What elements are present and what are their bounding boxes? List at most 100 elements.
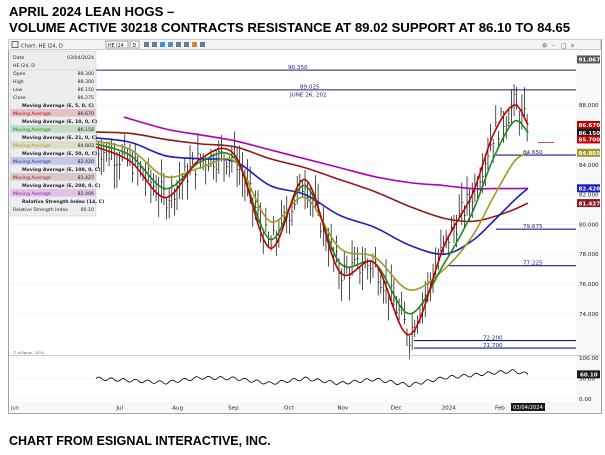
esignal-watermark: © eSignal, 2024 (13, 350, 45, 355)
chart-credit: CHART FROM ESIGNAL INTERACTIVE, INC. (9, 434, 271, 448)
time-tick-label: Jul (115, 406, 123, 412)
level-label: 90.350 (288, 65, 308, 71)
toolbar-tool-icon-6[interactable] (184, 42, 189, 47)
price-badge (577, 148, 600, 157)
moving-average-ma50-line (95, 137, 529, 255)
price-badge-label: 84.803 (579, 151, 601, 157)
time-tick-label: Nov (337, 406, 349, 412)
price-badge-label: 82.420 (579, 186, 601, 192)
price-tick-label: 82.000 (579, 193, 599, 199)
headline-line-1: APRIL 2024 LEAN HOGS – (9, 4, 175, 19)
moving-average-ma200-line (123, 116, 529, 190)
data-window-label: Moving Average (13, 175, 51, 181)
time-tick-label: Dec (391, 406, 402, 412)
minimize-icon[interactable]: – (552, 43, 555, 50)
toolbar-tool-icon-4[interactable] (168, 42, 173, 47)
data-window-value: 81.427 (78, 175, 94, 181)
toolbar-tool-icon-8[interactable] (200, 42, 205, 47)
interval-input[interactable] (129, 40, 140, 49)
interval-input-text: D (133, 43, 137, 49)
time-axis (9, 402, 576, 412)
level-label: 84.650 (523, 150, 543, 156)
current-date-label: 03/04/2024 (513, 405, 544, 411)
price-badge (577, 135, 600, 144)
symbol-input[interactable] (105, 40, 129, 49)
moving-average-ma10-line (95, 119, 529, 315)
time-tick-label: 2024 (442, 406, 457, 412)
data-window-panel: Date 03/04/2024 HE I24, D Open 88.300 High 88.… (9, 50, 104, 217)
data-window-label: Moving Average (E, 21, 0, C) (22, 135, 97, 141)
rsi-badge-label: 60.10 (580, 373, 598, 379)
chart-title-label: Chart: HE I24, D (21, 44, 63, 50)
price-badge (577, 120, 600, 129)
toolbar-tool-icon-7[interactable] (192, 42, 197, 47)
level-label: 72.200 (483, 335, 503, 341)
moving-average-lines (95, 104, 529, 336)
moving-average-ma21-line (95, 140, 529, 291)
data-window-row-highlight (10, 189, 96, 197)
time-tick-label: Sep (228, 406, 239, 412)
price-tick-label: 78.000 (579, 252, 599, 258)
data-window-value: 03/04/2024 (67, 55, 94, 61)
data-window-label: Low (13, 87, 22, 93)
data-window-label: Moving Average (13, 159, 51, 165)
data-window-label: Open (13, 71, 26, 77)
price-badge (577, 184, 600, 193)
toolbar-tool-icon-1[interactable] (144, 42, 149, 47)
price-tick-label: 84.000 (579, 163, 599, 169)
time-axis-ticks: Jul Aug Sep Oct Nov Dec 2024 Feb 03/04/2024 (115, 403, 545, 412)
toolbar-tool-icon-2[interactable] (152, 42, 157, 47)
data-window-label: Moving Average (E, 5, 0, C) (22, 103, 94, 109)
rsi-badge (577, 370, 600, 379)
level-label: 77.225 (523, 260, 543, 266)
data-window-value: 88.300 (78, 79, 94, 85)
price-badge (577, 199, 600, 208)
data-window-value: 86.275 (78, 95, 94, 101)
toolbar-tool-icon-3[interactable] (160, 42, 165, 47)
chart-toolbar (8, 39, 601, 50)
data-window-label: Moving Average (E, 100, 0, C) (22, 167, 100, 173)
maximize-icon[interactable]: □ (561, 43, 567, 50)
level-sublabel: JUNE 26, 202 (289, 92, 327, 98)
rsi-tick-label: 50.00 (579, 377, 595, 383)
data-window-label: Date (13, 55, 24, 61)
data-window-value: 86.150 (78, 87, 94, 93)
rsi-tick-label: 0.00 (579, 397, 592, 403)
price-badge-label: 91.067 (579, 58, 601, 64)
data-window-row-highlight (10, 157, 96, 165)
price-axis (576, 50, 600, 412)
toolbar-tool-icon-5[interactable] (176, 42, 181, 47)
data-window-label: Moving Average (13, 111, 51, 117)
price-tick-label: 76.000 (579, 282, 599, 288)
rsi-line (95, 369, 529, 388)
price-badge-label: 86.150 (579, 131, 601, 137)
data-window-label: Relative Strength Index (14, C) (22, 199, 104, 205)
price-badge-label: 86.670 (579, 123, 601, 129)
data-window-value: 86.670 (78, 111, 94, 117)
headline-line-2: VOLUME ACTIVE 30218 CONTRACTS RESISTANCE… (9, 20, 571, 35)
data-window-row-highlight (10, 125, 96, 133)
data-window-value: 82.420 (78, 159, 94, 165)
moving-average-ma100-line (95, 131, 529, 223)
data-window-label: Moving Average (13, 127, 51, 133)
price-badge-label: 81.427 (579, 201, 601, 207)
data-window-label: Close (13, 95, 26, 101)
settings-gear-icon[interactable]: ⚙ (542, 43, 547, 50)
time-tick-label: Oct (284, 406, 294, 412)
data-window-label: Moving Average (E, 50, 0, C) (22, 151, 97, 157)
data-window-label: High (13, 79, 24, 85)
data-window-row-highlight (10, 173, 96, 181)
level-label: 71.700 (483, 343, 503, 349)
data-window-background (9, 50, 97, 217)
data-window-row-highlight (10, 141, 96, 149)
close-icon[interactable]: × (570, 43, 575, 50)
toolbar-icons (144, 42, 205, 47)
data-window-row-highlight (10, 109, 96, 117)
data-window-label: Moving Average (13, 191, 51, 197)
rsi-pane: 100.00 50.00 0.00 60.10 (9, 356, 600, 403)
price-tick-label: 80.000 (579, 222, 599, 228)
level-label: 89.025 (300, 85, 320, 91)
data-window-label: Moving Average (E, 10, 0, C) (22, 119, 97, 125)
data-window-value: 82.406 (78, 191, 94, 197)
